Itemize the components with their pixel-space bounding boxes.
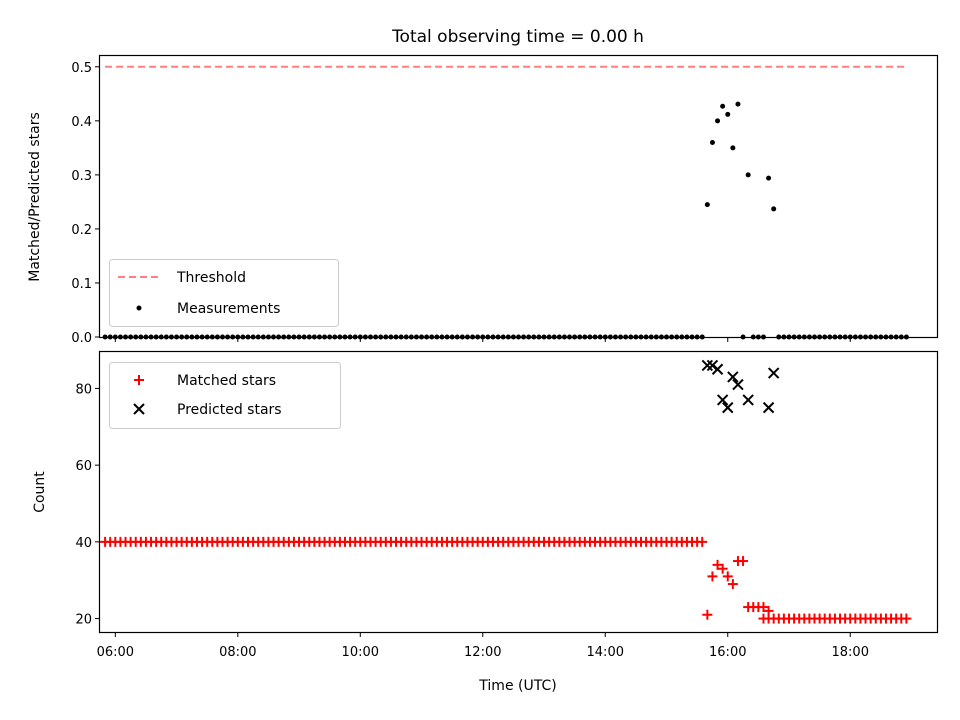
measurement-point [709, 139, 715, 145]
predicted-star-point [716, 394, 729, 406]
legend-matched-swatch [134, 375, 144, 385]
y-tick-label: 40 [75, 536, 92, 551]
top-plot-frame [98, 54, 939, 339]
x-axis-label: Time (UTC) [478, 678, 556, 694]
top-panel: Total observing time = 0.00 h Matched/Pr… [27, 27, 939, 346]
measurement-point [766, 175, 772, 181]
legend-matched-label: Matched stars [177, 373, 276, 389]
legend-predicted-label: Predicted stars [177, 402, 282, 418]
bottom-panel: Count Time (UTC) 20 40 60 80 06:00 08:00 10:00… [32, 350, 939, 694]
y-tick-label: 0.1 [71, 277, 92, 292]
x-tick-label: 16:00 [709, 645, 746, 660]
matched-star-point [901, 613, 912, 624]
top-legend: Threshold Measurements [109, 259, 339, 327]
x-tick-label: 06:00 [97, 645, 134, 660]
matched-star-point [763, 605, 774, 616]
x-tick-label: 10:00 [342, 645, 379, 660]
predicted-star-point [767, 367, 780, 379]
matched-star-point [717, 563, 728, 574]
matched-star-point [697, 536, 708, 547]
y-tick-label: 0.5 [71, 61, 92, 76]
matched-star-point [738, 556, 749, 567]
matched-star-point [712, 559, 723, 570]
predicted-star-point [722, 401, 734, 414]
bottom-axis-ticks: 20 40 60 80 06:00 08:00 10:00 12:00 14:00 16:00 18… [75, 382, 869, 660]
x-tick-label: 08:00 [219, 645, 256, 660]
matched-star-point [758, 602, 769, 613]
measurement-point [715, 118, 721, 124]
predicted-star-point [711, 363, 724, 375]
matched-star-point [707, 571, 718, 582]
top-y-axis-label: Matched/Predicted stars [27, 112, 43, 282]
measurement-point [771, 206, 777, 212]
x-tick-label: 12:00 [464, 645, 501, 660]
bottom-legend-box [109, 362, 341, 429]
count-points [100, 359, 912, 624]
predicted-star-point [727, 371, 739, 383]
x-tick-label: 18:00 [832, 645, 869, 660]
measurement-point [725, 111, 731, 117]
measurement-point [730, 145, 736, 151]
matched-star-point [722, 571, 733, 582]
matched-star-point [727, 579, 738, 590]
measurement-point [720, 103, 726, 109]
y-tick-label: 0.4 [71, 115, 92, 130]
y-tick-label: 80 [75, 382, 92, 397]
bottom-legend: Matched stars Predicted stars [109, 362, 341, 429]
predicted-star-point [762, 401, 775, 414]
y-tick-label: 60 [75, 459, 92, 474]
y-tick-label: 20 [75, 613, 92, 628]
chart-title: Total observing time = 0.00 h [391, 27, 644, 47]
bottom-plot-frame [98, 350, 939, 634]
x-tick-label: 14:00 [587, 645, 624, 660]
bottom-y-axis-label: Count [32, 471, 48, 513]
legend-predicted-swatch [133, 403, 145, 415]
predicted-star-point [701, 359, 714, 372]
predicted-star-point [732, 378, 744, 391]
legend-measurements-swatch [136, 305, 142, 311]
matched-star-point [702, 609, 713, 620]
legend-measurements-label: Measurements [177, 301, 280, 317]
measurement-point [704, 202, 710, 208]
legend-threshold-label: Threshold [176, 270, 246, 286]
y-tick-label: 0.3 [71, 169, 92, 184]
measurement-point [745, 172, 751, 178]
y-tick-label: 0.0 [71, 331, 92, 346]
measurement-point [735, 101, 741, 107]
top-legend-box [109, 259, 339, 327]
y-tick-label: 0.2 [71, 223, 92, 238]
predicted-star-point [742, 394, 754, 406]
